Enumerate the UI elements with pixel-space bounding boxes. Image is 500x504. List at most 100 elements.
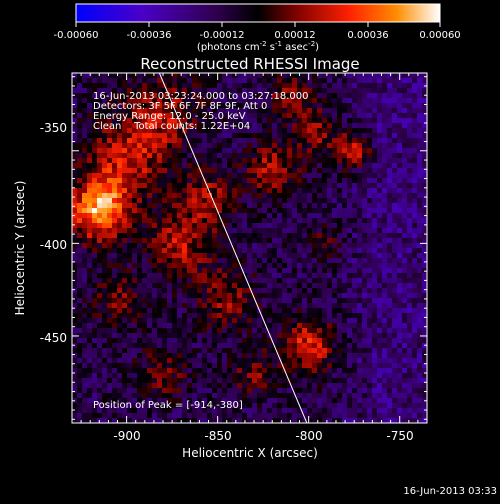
heatmap-pixel (147, 333, 152, 338)
heatmap-pixel (72, 103, 77, 108)
heatmap-pixel (227, 78, 232, 83)
heatmap-pixel (407, 313, 412, 318)
heatmap-pixel (197, 223, 202, 228)
heatmap-pixel (232, 278, 237, 283)
heatmap-pixel (307, 278, 312, 283)
heatmap-pixel (302, 318, 307, 323)
heatmap-pixel (227, 298, 232, 303)
heatmap-pixel (167, 223, 172, 228)
heatmap-pixel (87, 313, 92, 318)
heatmap-pixel (207, 168, 212, 173)
heatmap-pixel (272, 413, 277, 418)
heatmap-pixel (77, 348, 82, 353)
heatmap-pixel (402, 208, 407, 213)
heatmap-pixel (392, 168, 397, 173)
heatmap-pixel (347, 333, 352, 338)
heatmap-pixel (117, 313, 122, 318)
heatmap-pixel (277, 78, 282, 83)
heatmap-pixel (137, 233, 142, 238)
heatmap-pixel (287, 118, 292, 123)
heatmap-pixel (342, 213, 347, 218)
heatmap-pixel (192, 343, 197, 348)
heatmap-pixel (352, 398, 357, 403)
heatmap-pixel (237, 283, 242, 288)
heatmap-pixel (327, 288, 332, 293)
heatmap-pixel (342, 138, 347, 143)
heatmap-pixel (97, 373, 102, 378)
heatmap-pixel (87, 228, 92, 233)
heatmap-pixel (397, 403, 402, 408)
heatmap-pixel (287, 113, 292, 118)
heatmap-pixel (362, 83, 367, 88)
heatmap-pixel (97, 203, 102, 208)
heatmap-pixel (262, 158, 267, 163)
heatmap-pixel (267, 263, 272, 268)
heatmap-pixel (412, 338, 417, 343)
heatmap-pixel (267, 313, 272, 318)
heatmap-pixel (127, 208, 132, 213)
heatmap-pixel (377, 93, 382, 98)
heatmap-pixel (352, 138, 357, 143)
heatmap-pixel (382, 413, 387, 418)
heatmap-pixel (287, 398, 292, 403)
heatmap-pixel (367, 73, 372, 78)
heatmap-pixel (152, 193, 157, 198)
heatmap-pixel (342, 263, 347, 268)
heatmap-pixel (132, 283, 137, 288)
heatmap-pixel (367, 288, 372, 293)
heatmap-pixel (142, 223, 147, 228)
heatmap-pixel (417, 328, 422, 333)
colorbar-tick-label: -0.00060 (54, 30, 99, 41)
heatmap-pixel (252, 243, 257, 248)
heatmap-pixel (92, 353, 97, 358)
heatmap-pixel (392, 98, 397, 103)
heatmap-pixel (77, 128, 82, 133)
heatmap-pixel (377, 213, 382, 218)
heatmap-pixel (367, 273, 372, 278)
heatmap-pixel (227, 323, 232, 328)
heatmap-pixel (262, 248, 267, 253)
heatmap-pixel (337, 113, 342, 118)
heatmap-pixel (132, 248, 137, 253)
heatmap-pixel (337, 158, 342, 163)
heatmap-pixel (217, 383, 222, 388)
heatmap-pixel (92, 243, 97, 248)
heatmap-pixel (377, 138, 382, 143)
heatmap-pixel (102, 78, 107, 83)
heatmap-pixel (227, 168, 232, 173)
heatmap-pixel (232, 258, 237, 263)
heatmap-pixel (152, 203, 157, 208)
heatmap-pixel (397, 233, 402, 238)
heatmap-pixel (127, 283, 132, 288)
heatmap-pixel (387, 353, 392, 358)
heatmap-pixel (312, 378, 317, 383)
heatmap-pixel (162, 368, 167, 373)
heatmap-pixel (177, 278, 182, 283)
heatmap-pixel (302, 398, 307, 403)
heatmap-pixel (362, 163, 367, 168)
heatmap-pixel (117, 318, 122, 323)
heatmap-pixel (97, 313, 102, 318)
heatmap-pixel (157, 263, 162, 268)
heatmap-pixel (297, 108, 302, 113)
heatmap-pixel (77, 198, 82, 203)
heatmap-pixel (232, 348, 237, 353)
heatmap-pixel (112, 308, 117, 313)
heatmap-pixel (362, 278, 367, 283)
heatmap-pixel (257, 73, 262, 78)
heatmap-pixel (387, 118, 392, 123)
heatmap-pixel (82, 118, 87, 123)
heatmap-pixel (312, 143, 317, 148)
heatmap-pixel (277, 283, 282, 288)
heatmap-pixel (397, 123, 402, 128)
heatmap-pixel (167, 163, 172, 168)
heatmap-pixel (162, 163, 167, 168)
heatmap-pixel (92, 223, 97, 228)
heatmap-pixel (327, 263, 332, 268)
heatmap-pixel (157, 138, 162, 143)
heatmap-pixel (162, 148, 167, 153)
heatmap-pixel (372, 248, 377, 253)
heatmap-pixel (242, 293, 247, 298)
heatmap-pixel (282, 183, 287, 188)
heatmap-pixel (317, 118, 322, 123)
